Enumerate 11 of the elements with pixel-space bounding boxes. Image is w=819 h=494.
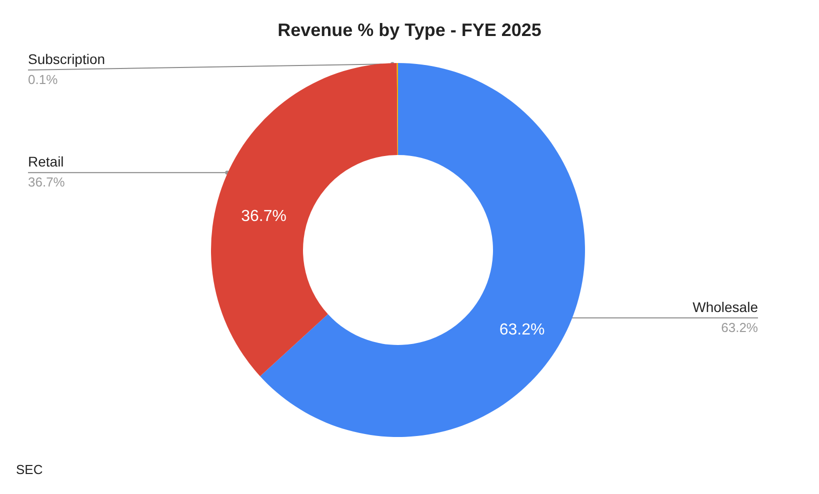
- chart-title: Revenue % by Type - FYE 2025: [276, 20, 542, 41]
- slice-label: Wholesale: [692, 298, 758, 315]
- slice-label: Retail: [28, 154, 64, 170]
- text: SEC: [16, 462, 43, 477]
- data-label: 63.2%: [721, 320, 758, 335]
- text: 63.2%: [499, 321, 545, 338]
- donut-slice: [211, 63, 398, 376]
- text: 36.7%: [241, 208, 286, 226]
- data-label: 0.1%: [28, 72, 58, 87]
- slice-label: Subscription: [28, 51, 106, 67]
- data-label: 36.7%: [28, 174, 66, 190]
